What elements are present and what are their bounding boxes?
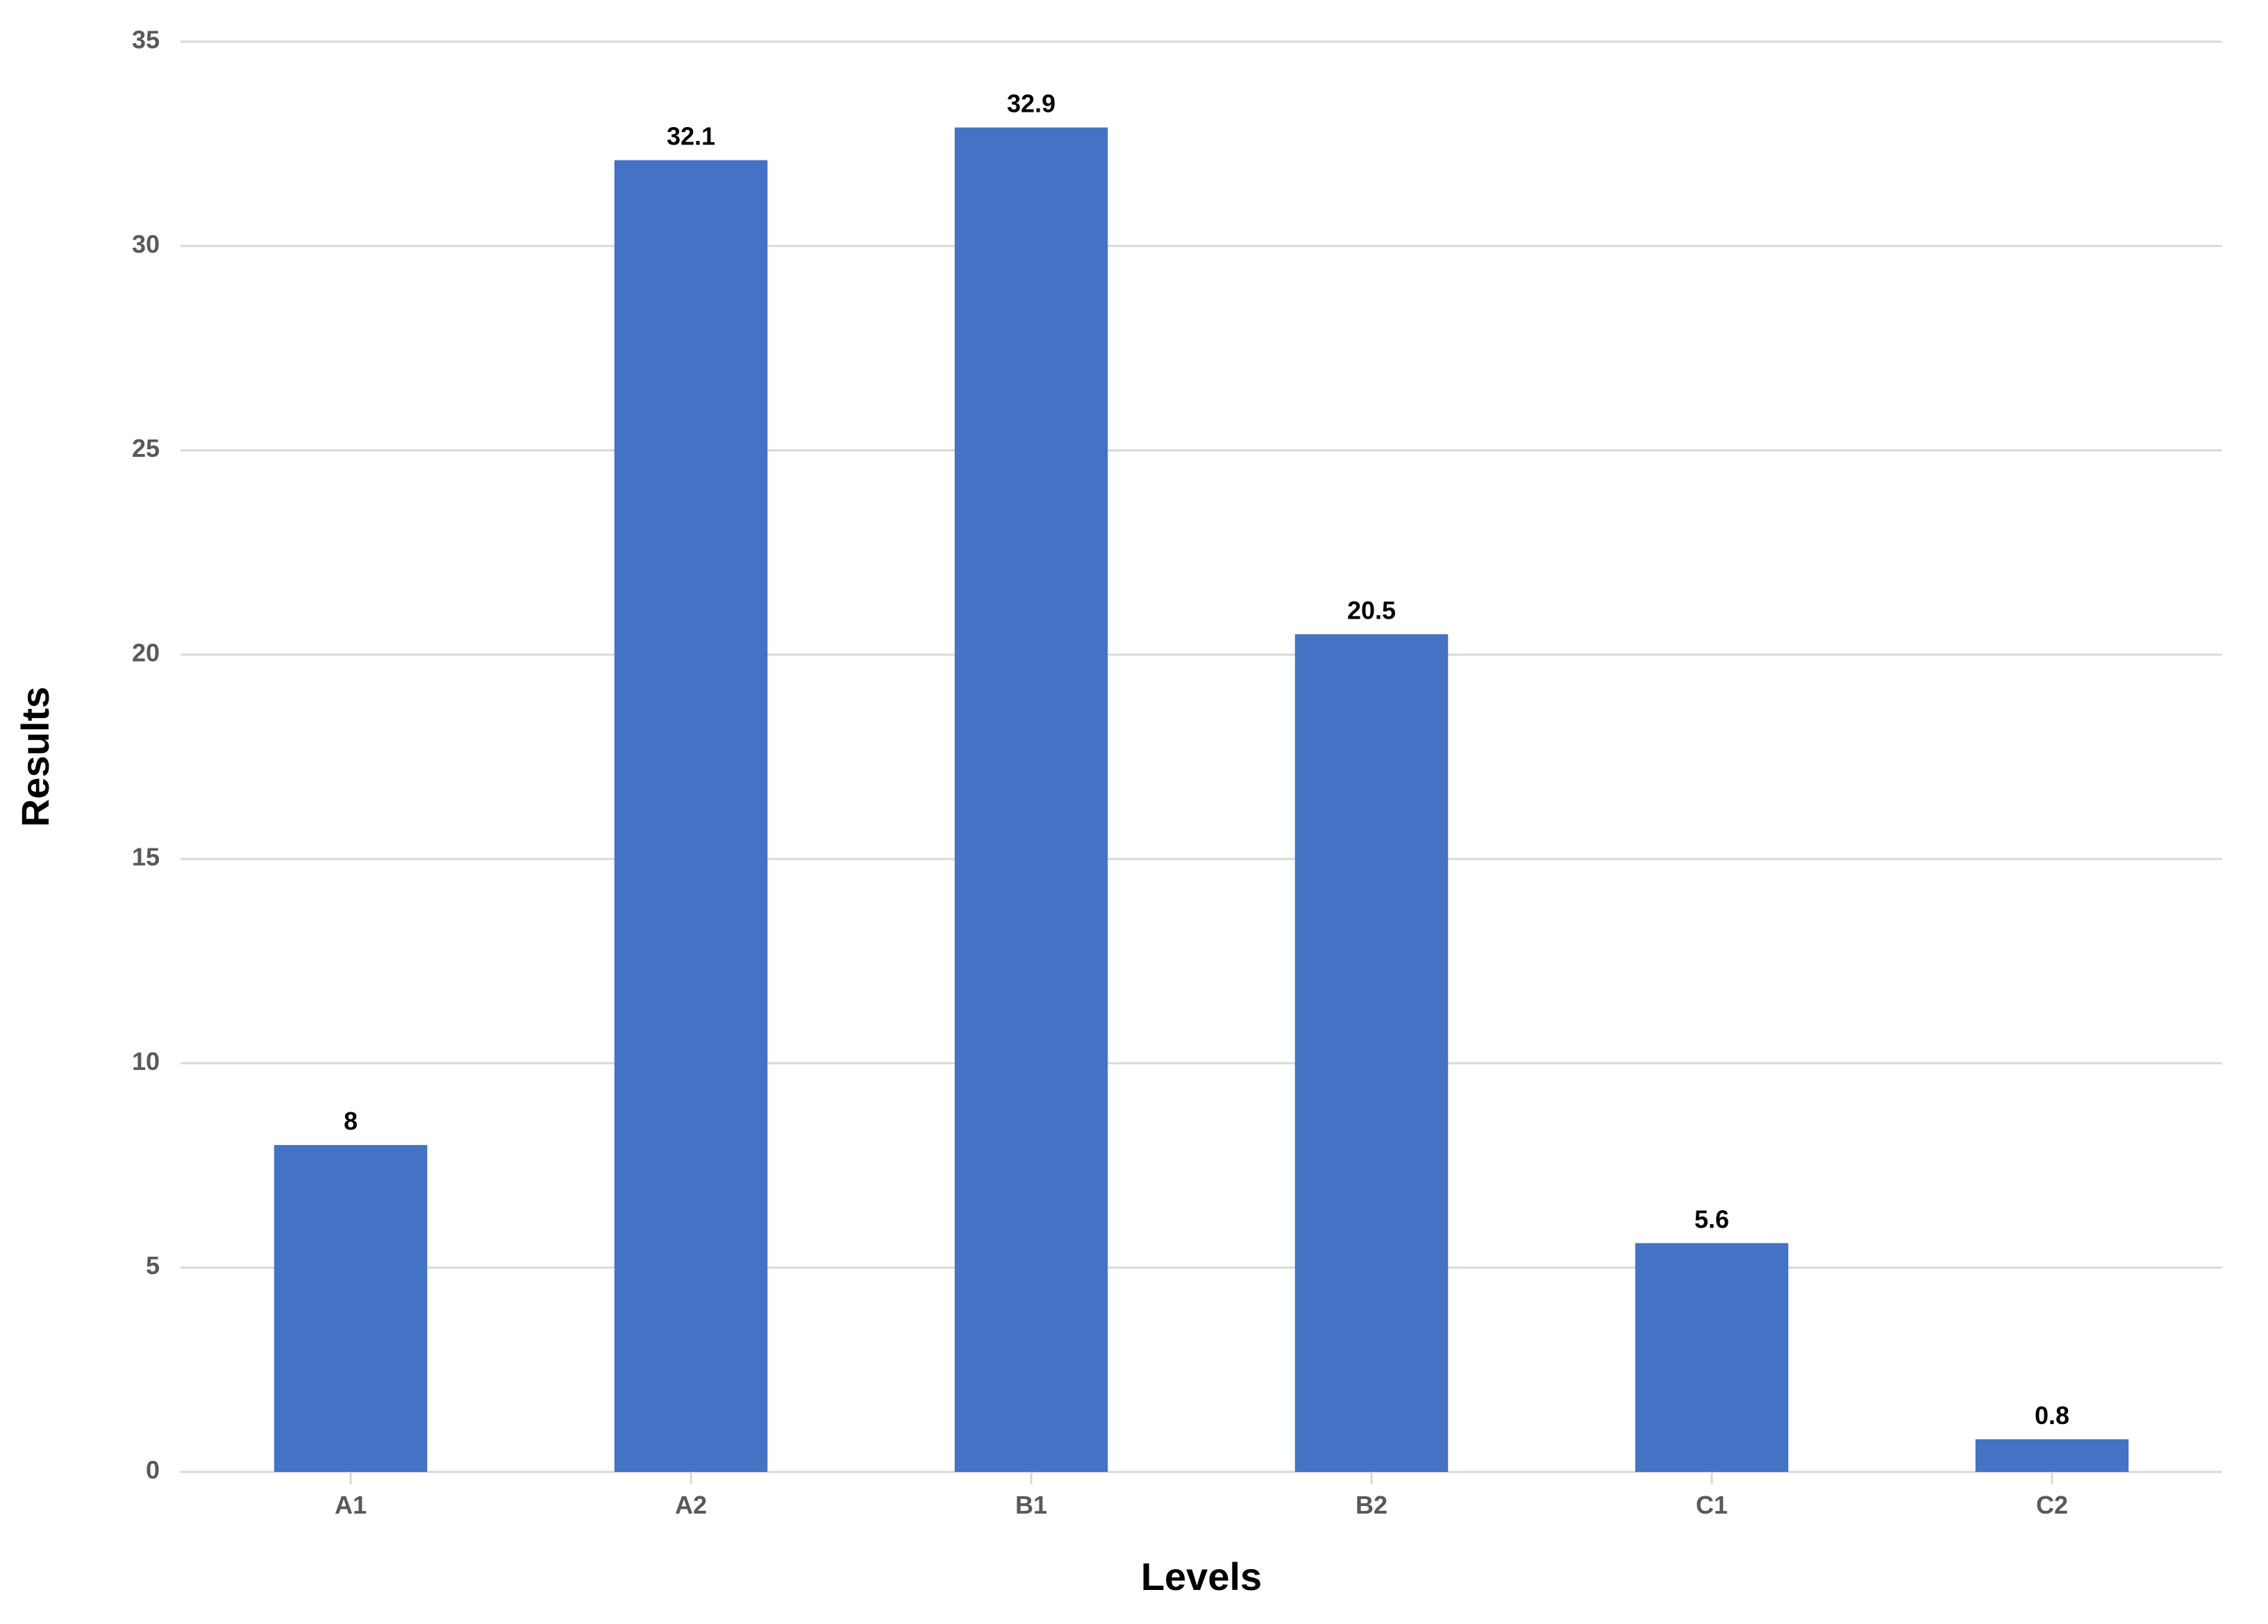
y-axis-title: Results <box>13 687 57 827</box>
x-axis-title: Levels <box>1141 1555 1262 1598</box>
bar-chart-container: 0 5 10 15 20 25 30 35 8 A1 32.1 A2 32.9 B1 20.5 B2 5.6 C1… <box>0 0 2268 1624</box>
bar-value-label: 5.6 <box>1694 1205 1729 1233</box>
bar-value-label: 32.9 <box>1007 90 1056 118</box>
bar <box>1295 634 1449 1472</box>
y-tick-label: 15 <box>132 843 160 871</box>
bar-value-label: 20.5 <box>1347 596 1396 624</box>
bar <box>615 160 768 1472</box>
bar <box>1635 1243 1789 1472</box>
y-tick-label: 10 <box>132 1047 160 1075</box>
y-tick-label: 30 <box>132 230 160 258</box>
x-tick-label: A2 <box>675 1491 707 1519</box>
bar <box>274 1145 428 1472</box>
y-tick-label: 0 <box>146 1456 160 1484</box>
y-tick-label: 35 <box>132 26 160 54</box>
bar-value-label: 0.8 <box>2035 1401 2069 1430</box>
x-tick-label: C1 <box>1696 1491 1728 1519</box>
y-tick-label: 20 <box>132 638 160 667</box>
bar <box>955 128 1108 1472</box>
y-tick-label: 5 <box>146 1251 160 1280</box>
bar-chart-svg: 0 5 10 15 20 25 30 35 8 A1 32.1 A2 32.9 B1 20.5 B2 5.6 C1… <box>0 0 2268 1624</box>
x-tick-label: C2 <box>2036 1491 2068 1519</box>
bar-value-label: 32.1 <box>667 122 715 151</box>
bar <box>1976 1439 2129 1472</box>
x-tick-label: B1 <box>1015 1491 1047 1519</box>
y-tick-label: 25 <box>132 434 160 462</box>
x-tick-label: A1 <box>335 1491 367 1519</box>
x-tick-label: B2 <box>1356 1491 1387 1519</box>
bar-value-label: 8 <box>344 1107 358 1135</box>
